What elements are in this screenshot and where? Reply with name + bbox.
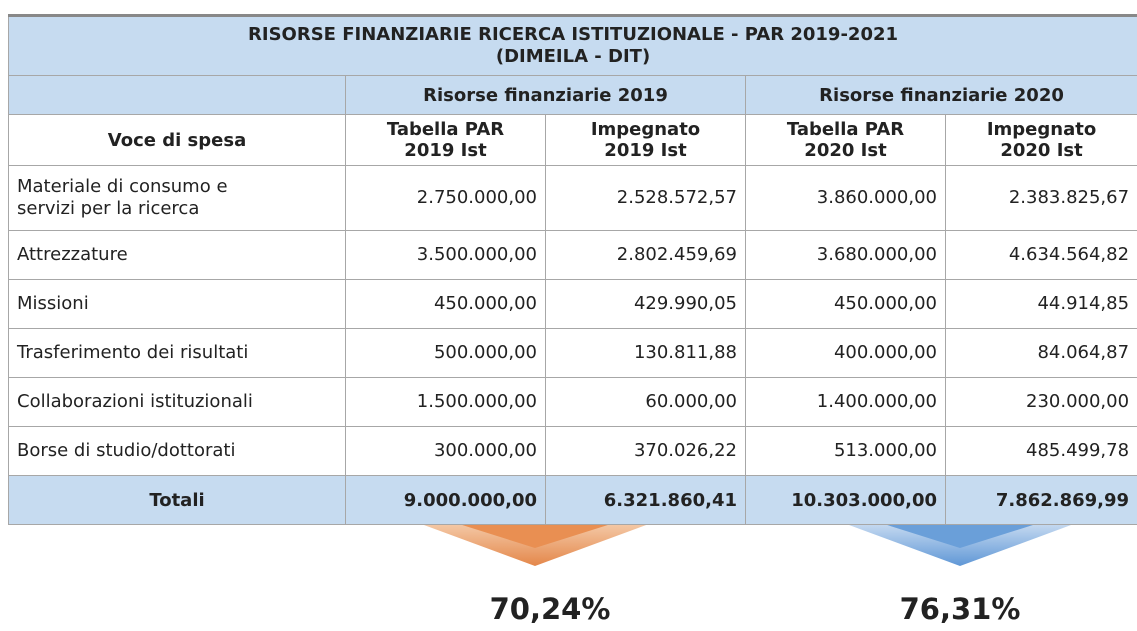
text-line: RISORSE FINANZIARIE RICERCA ISTITUZIONAL…: [248, 24, 899, 45]
table-body: RISORSE FINANZIARIE RICERCA ISTITUZIONAL…: [7, 14, 1137, 525]
total-amount: 9.000.000,00: [345, 475, 546, 525]
total-amount: 6.321.860,41: [545, 475, 746, 525]
text-line: (DIMEILA - DIT): [495, 46, 651, 67]
amount: 300.000,00: [345, 426, 546, 476]
amount: 450.000,00: [345, 279, 546, 329]
text-line: Collaborazioni istituzionali: [17, 391, 253, 412]
amount: 1.400.000,00: [745, 377, 946, 427]
percentage: 76,31%: [899, 592, 1021, 626]
orange-chevron-core: [440, 518, 630, 548]
amount: 485.499,78: [944, 426, 1137, 476]
amount: 130.811,88: [545, 328, 746, 378]
group-cell: Risorse finanziarie 2020: [744, 75, 1137, 115]
amount: 513.000,00: [745, 426, 946, 476]
text-line: 2019 Ist: [604, 140, 687, 161]
text-line: Tabella PAR: [386, 119, 505, 140]
title-row: RISORSE FINANZIARIE RICERCA ISTITUZIONAL…: [7, 14, 1137, 76]
amount: 2.528.572,57: [545, 165, 746, 231]
row-label: Borse di studio/dottorati: [8, 426, 346, 476]
text-line: 2020 Ist: [804, 140, 887, 161]
amount: 2.750.000,00: [345, 165, 546, 231]
amount: 2.383.825,67: [944, 165, 1137, 231]
group-cell: Risorse finanziarie 2019: [345, 75, 746, 115]
column-header: Tabella PAR 2020 Ist: [745, 114, 946, 166]
percentage: 70,24%: [489, 592, 611, 626]
amount: 1.500.000,00: [345, 377, 546, 427]
text-line: Impegnato: [986, 119, 1097, 140]
data-row: Trasferimento dei risultati 500.000,00 130…: [8, 328, 1137, 378]
data-row: Attrezzature 3.500.000,00 2.802.459,69 3.68…: [8, 230, 1137, 280]
amount: 2.802.459,69: [545, 230, 746, 280]
text-line: Attrezzature: [17, 244, 128, 265]
text-line: Materiale di consumo e: [17, 176, 228, 197]
group-row: Risorse finanziarie 2019 Risorse finanzia…: [8, 75, 1137, 115]
text-line: Impegnato: [590, 119, 701, 140]
column-header: Tabella PAR 2019 Ist: [345, 114, 546, 166]
title-cell: RISORSE FINANZIARIE RICERCA ISTITUZIONAL…: [7, 14, 1137, 76]
text-line: Tabella PAR: [786, 119, 905, 140]
amount: 370.026,22: [545, 426, 746, 476]
text-line: Borse di studio/dottorati: [17, 440, 236, 461]
data-row: Materiale di consumo e servizi per la ric…: [8, 165, 1137, 231]
data-row: Collaborazioni istituzionali 1.500.000,00…: [8, 377, 1137, 427]
column-header: Impegnato 2019 Ist: [545, 114, 746, 166]
amount: 429.990,05: [545, 279, 746, 329]
text-line: servizi per la ricerca: [17, 198, 200, 219]
amount: 500.000,00: [345, 328, 546, 378]
column-header: Voce di spesa: [8, 114, 346, 166]
group-cell: [8, 75, 346, 115]
total-amount: 7.862.869,99: [944, 475, 1137, 525]
budget-table: RISORSE FINANZIARIE RICERCA ISTITUZIONAL…: [7, 14, 1137, 525]
row-label: Missioni: [8, 279, 346, 329]
amount: 84.064,87: [944, 328, 1137, 378]
amount: 230.000,00: [944, 377, 1137, 427]
totals-label: Totali: [8, 475, 346, 525]
amount: 3.680.000,00: [745, 230, 946, 280]
amount: 4.634.564,82: [944, 230, 1137, 280]
column-row: Voce di spesa Tabella PAR 2019 Ist Impegnat…: [8, 114, 1137, 166]
text-line: Trasferimento dei risultati: [17, 342, 249, 363]
total-amount: 10.303.000,00: [745, 475, 946, 525]
data-row: Missioni 450.000,00 429.990,05 450.000,00 44…: [8, 279, 1137, 329]
amount: 3.860.000,00: [745, 165, 946, 231]
amount: 400.000,00: [745, 328, 946, 378]
amount: 3.500.000,00: [345, 230, 546, 280]
column-header: Impegnato 2020 Ist: [944, 114, 1137, 166]
row-label: Trasferimento dei risultati: [8, 328, 346, 378]
text-line: Missioni: [17, 293, 89, 314]
data-row: Borse di studio/dottorati 300.000,00 370.0…: [8, 426, 1137, 476]
amount: 44.914,85: [944, 279, 1137, 329]
amount: 60.000,00: [545, 377, 746, 427]
text-line: 2020 Ist: [1000, 140, 1083, 161]
totals-row: Totali 9.000.000,00 6.321.860,41 10.303.000…: [8, 475, 1137, 525]
row-label: Collaborazioni istituzionali: [8, 377, 346, 427]
amount: 450.000,00: [745, 279, 946, 329]
text-line: 2019 Ist: [404, 140, 487, 161]
row-label: Materiale di consumo e servizi per la ric…: [8, 165, 346, 231]
blue-chevron-core: [865, 518, 1055, 548]
row-label: Attrezzature: [8, 230, 346, 280]
text-line: Voce di spesa: [107, 129, 247, 151]
